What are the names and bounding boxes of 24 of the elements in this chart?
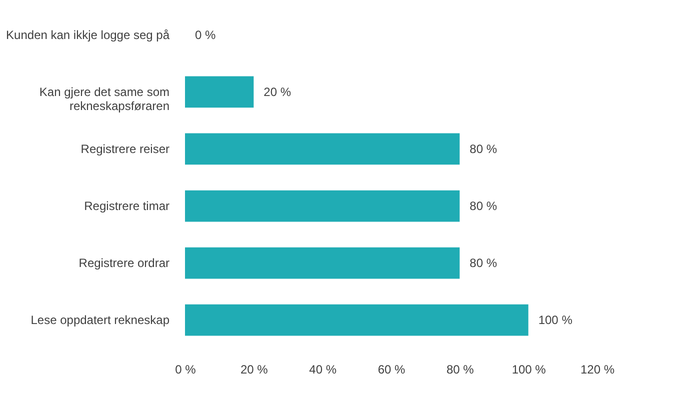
x-tick-label: 100 % xyxy=(512,362,546,376)
x-tick-label: 0 % xyxy=(175,362,196,376)
data-label: 0 % xyxy=(195,28,216,42)
bar xyxy=(185,247,460,279)
bar xyxy=(185,76,254,108)
data-label: 80 % xyxy=(470,199,498,214)
y-tick-label: Registrere reiser xyxy=(80,142,170,156)
x-tick-label: 120 % xyxy=(580,362,615,376)
bar xyxy=(185,190,460,222)
bar xyxy=(185,133,460,165)
x-tick-label: 40 % xyxy=(309,362,337,376)
data-label: 100 % xyxy=(538,313,573,328)
y-tick-label: Registrere timar xyxy=(84,199,170,214)
y-tick-label: Kan gjere det same som rekneskapsføraren xyxy=(39,84,170,113)
data-label: 80 % xyxy=(470,256,498,270)
data-label: 80 % xyxy=(470,142,498,156)
data-label: 20 % xyxy=(264,84,292,99)
x-tick-label: 60 % xyxy=(378,362,406,376)
bar xyxy=(185,304,528,336)
y-tick-label: Kunden kan ikkje logge seg på xyxy=(6,28,170,42)
y-tick-label: Registrere ordrar xyxy=(78,256,170,270)
y-tick-label: Lese oppdatert rekneskap xyxy=(30,313,170,328)
x-tick-label: 20 % xyxy=(240,362,268,376)
x-tick-label: 80 % xyxy=(446,362,474,376)
